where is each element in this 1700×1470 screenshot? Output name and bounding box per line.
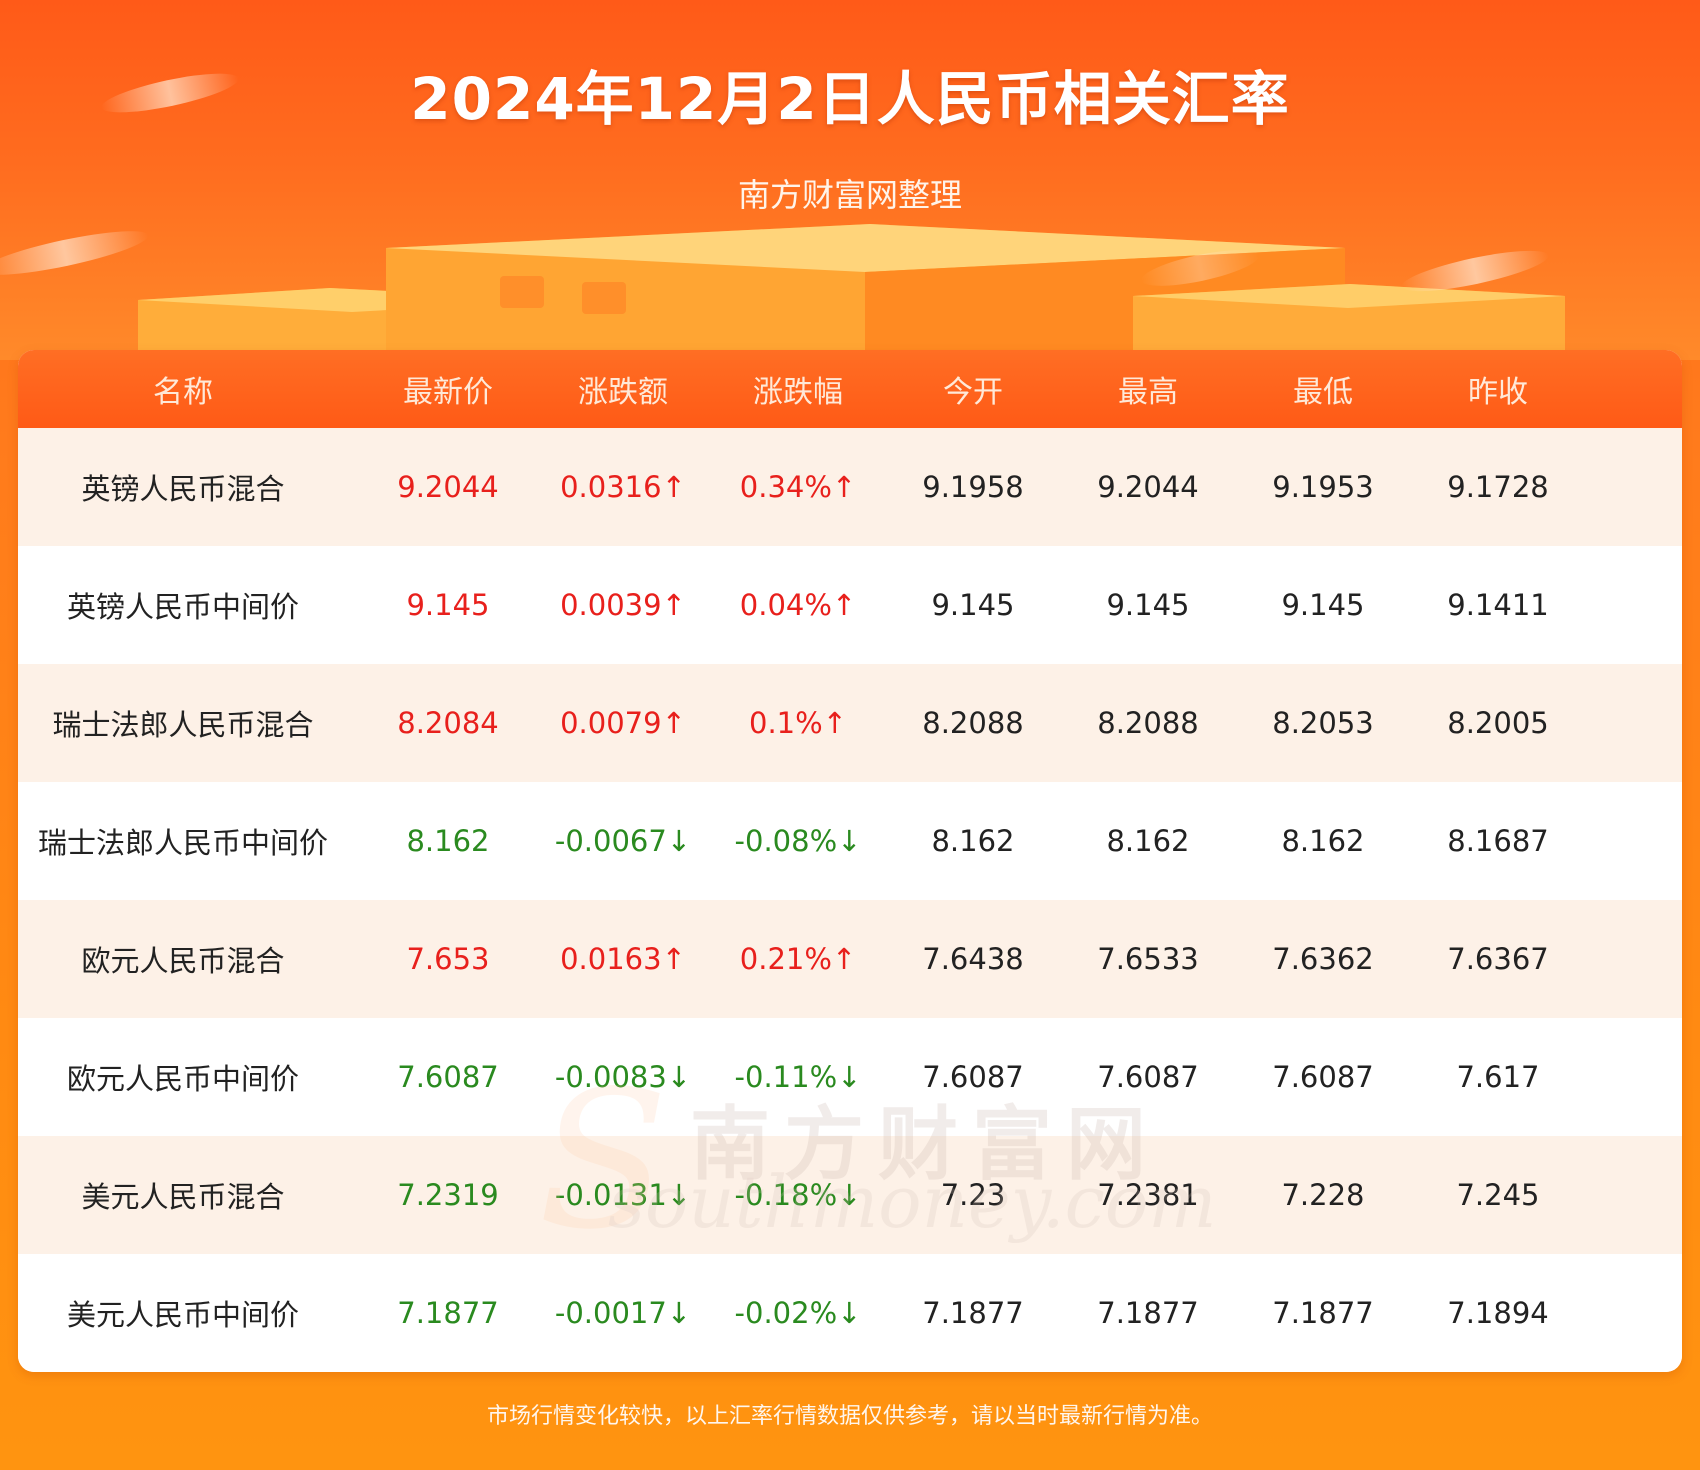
table-row: 英镑人民币中间价 9.145 0.0039↑ 0.04%↑ 9.145 9.145 9.14…: [18, 546, 1682, 664]
row-latest: 8.162: [406, 824, 490, 858]
row-prev: 7.1894: [1447, 1296, 1549, 1330]
row-name: 欧元人民币混合: [81, 944, 285, 978]
row-low: 7.1877: [1272, 1296, 1374, 1330]
row-change: 0.0079↑: [560, 706, 686, 740]
column-header-name: 名称: [153, 375, 213, 410]
row-pct: -0.18%↓: [734, 1178, 862, 1212]
row-name: 美元人民币中间价: [66, 1298, 299, 1332]
column-header-change: 涨跌额: [578, 375, 668, 410]
table-row: 欧元人民币中间价 7.6087 -0.0083↓ -0.11%↓ 7.6087 7.608…: [18, 1018, 1682, 1136]
column-header-low: 最低: [1293, 375, 1353, 410]
row-low: 7.228: [1281, 1178, 1365, 1212]
column-header-pct: 涨跌幅: [753, 375, 843, 410]
row-high: 7.1877: [1097, 1296, 1199, 1330]
row-change: 0.0316↑: [560, 470, 686, 504]
row-open: 9.1958: [922, 470, 1024, 504]
row-pct: 0.34%↑: [739, 470, 857, 504]
row-open: 9.145: [931, 588, 1015, 622]
row-latest: 7.1877: [397, 1296, 499, 1330]
banner-decoration: [138, 224, 1565, 360]
row-high: 9.145: [1106, 588, 1190, 622]
row-name: 美元人民币混合: [81, 1180, 285, 1214]
row-prev: 8.1687: [1447, 824, 1549, 858]
row-prev: 7.617: [1456, 1060, 1540, 1094]
row-change: 0.0039↑: [560, 588, 686, 622]
row-low: 8.2053: [1272, 706, 1374, 740]
row-pct: -0.08%↓: [734, 824, 862, 858]
row-change: 0.0163↑: [560, 942, 686, 976]
row-high: 8.2088: [1097, 706, 1199, 740]
row-open: 7.6087: [922, 1060, 1024, 1094]
row-name: 瑞士法郎人民币混合: [52, 708, 314, 742]
table-row: 美元人民币混合 7.2319 -0.0131↓ -0.18%↓ 7.23 7.2381 7.…: [18, 1136, 1682, 1254]
row-pct: 0.21%↑: [739, 942, 857, 976]
table-row: 瑞士法郎人民币混合 8.2084 0.0079↑ 0.1%↑ 8.2088 8.2088 8…: [18, 664, 1682, 782]
row-pct: -0.02%↓: [734, 1296, 862, 1330]
row-prev: 9.1411: [1447, 588, 1549, 622]
page-subtitle: 南方财富网整理: [737, 176, 962, 214]
row-name: 英镑人民币中间价: [66, 590, 299, 624]
row-latest: 9.145: [406, 588, 490, 622]
row-prev: 7.245: [1456, 1178, 1540, 1212]
row-prev: 9.1728: [1447, 470, 1549, 504]
row-open: 7.23: [940, 1178, 1006, 1212]
row-latest: 7.653: [406, 942, 490, 976]
table-row: 美元人民币中间价 7.1877 -0.0017↓ -0.02%↓ 7.1877 7.187…: [18, 1254, 1682, 1372]
row-pct: -0.11%↓: [734, 1060, 862, 1094]
table-row: 瑞士法郎人民币中间价 8.162 -0.0067↓ -0.08%↓ 8.162 8.162…: [18, 782, 1682, 900]
row-low: 8.162: [1281, 824, 1365, 858]
row-high: 8.162: [1106, 824, 1190, 858]
row-latest: 7.6087: [397, 1060, 499, 1094]
row-open: 7.1877: [922, 1296, 1024, 1330]
row-change: -0.0131↓: [554, 1178, 692, 1212]
row-low: 9.1953: [1272, 470, 1374, 504]
table-row: 英镑人民币混合 9.2044 0.0316↑ 0.34%↑ 9.1958 9.2044 9.…: [18, 428, 1682, 546]
row-low: 7.6362: [1272, 942, 1374, 976]
exchange-rate-table: 名称 最新价 涨跌额 涨跌幅 今开 最高 最低 昨收 英镑人民币混合 9.2044…: [18, 350, 1682, 1372]
row-name: 瑞士法郎人民币中间价: [37, 826, 328, 860]
row-change: -0.0017↓: [554, 1296, 692, 1330]
row-high: 7.6087: [1097, 1060, 1199, 1094]
row-latest: 8.2084: [397, 706, 499, 740]
hero-banner: 2024年12月2日人民币相关汇率 南方财富网整理: [0, 0, 1700, 360]
column-header-latest: 最新价: [403, 375, 493, 410]
row-pct: 0.04%↑: [739, 588, 857, 622]
row-high: 7.2381: [1097, 1178, 1199, 1212]
row-open: 7.6438: [922, 942, 1024, 976]
row-pct: 0.1%↑: [749, 706, 847, 740]
footer-disclaimer: 市场行情变化较快，以上汇率行情数据仅供参考，请以当时最新行情为准。: [486, 1404, 1213, 1429]
row-high: 7.6533: [1097, 942, 1199, 976]
table-header: 名称 最新价 涨跌额 涨跌幅 今开 最高 最低 昨收: [18, 350, 1682, 428]
column-header-high: 最高: [1118, 375, 1178, 410]
row-latest: 9.2044: [397, 470, 499, 504]
row-open: 8.2088: [922, 706, 1024, 740]
table-row: 欧元人民币混合 7.653 0.0163↑ 0.21%↑ 7.6438 7.6533 7.6…: [18, 900, 1682, 1018]
row-open: 8.162: [931, 824, 1015, 858]
row-change: -0.0083↓: [554, 1060, 692, 1094]
row-latest: 7.2319: [397, 1178, 499, 1212]
row-name: 英镑人民币混合: [81, 472, 285, 506]
row-name: 欧元人民币中间价: [66, 1062, 299, 1096]
row-prev: 7.6367: [1447, 942, 1549, 976]
row-low: 9.145: [1281, 588, 1365, 622]
row-change: -0.0067↓: [554, 824, 692, 858]
row-high: 9.2044: [1097, 470, 1199, 504]
column-header-open: 今开: [943, 375, 1003, 410]
column-header-prev: 昨收: [1468, 375, 1528, 410]
row-prev: 8.2005: [1447, 706, 1549, 740]
page-title: 2024年12月2日人民币相关汇率: [410, 65, 1290, 133]
row-low: 7.6087: [1272, 1060, 1374, 1094]
